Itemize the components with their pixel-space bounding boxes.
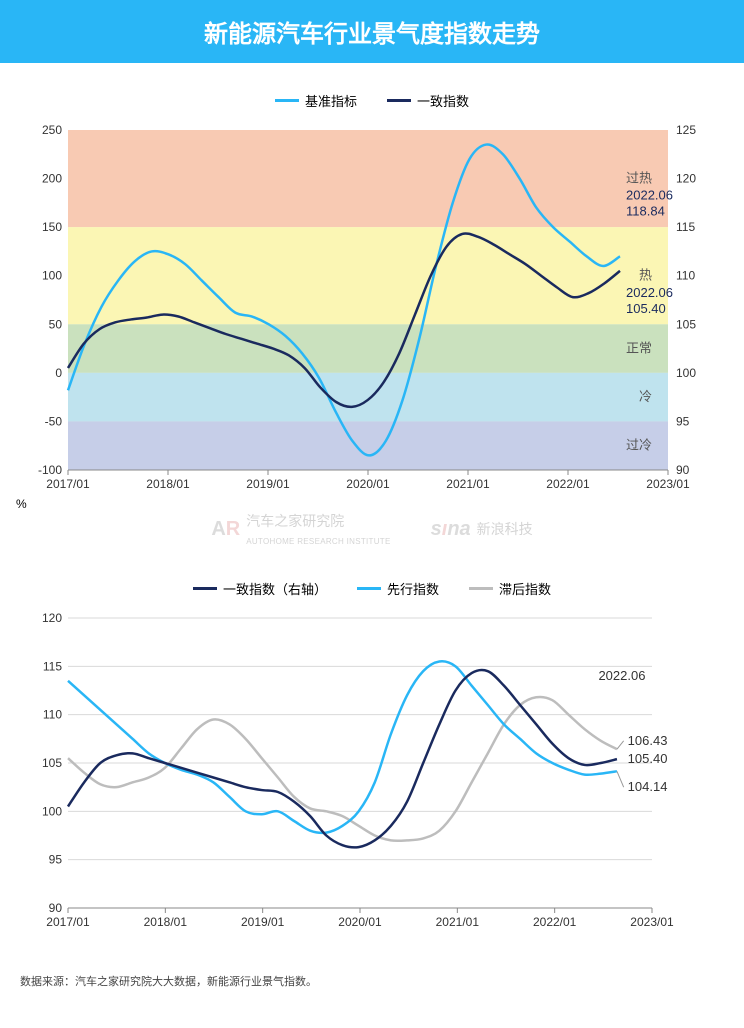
legend-swatch	[193, 587, 217, 590]
svg-text:2021/01: 2021/01	[436, 915, 480, 929]
svg-text:2019/01: 2019/01	[241, 915, 285, 929]
svg-text:正常: 正常	[626, 341, 652, 356]
legend-item: 滞后指数	[469, 579, 551, 598]
svg-text:110: 110	[43, 708, 62, 722]
svg-text:120: 120	[676, 172, 696, 186]
chart1-svg: 过热热正常冷过冷 -100 -50 0 50 100 150 200 250 90 95 100 105…	[20, 120, 724, 500]
svg-text:2022/01: 2022/01	[533, 915, 577, 929]
chart1-container: 基准指标 一致指数 过热热正常冷过冷 -100 -50 0 50 100 150 200 250 9…	[0, 63, 744, 505]
chart2-container: 一致指数（右轴） 先行指数 滞后指数 90 95 100 105 110 115 120 2017…	[0, 551, 744, 943]
svg-text:115: 115	[676, 220, 695, 234]
legend-swatch	[387, 99, 411, 102]
svg-text:100: 100	[42, 804, 62, 818]
svg-text:150: 150	[42, 220, 62, 234]
watermark1-text: 汽车之家研究院	[246, 513, 344, 529]
watermark-row: AR 汽车之家研究院 AUTOHOME RESEARCH INSTITUTE sı…	[0, 505, 744, 551]
source-note: 数据来源：汽车之家研究院大大数据，新能源行业景气指数。	[0, 943, 744, 1003]
svg-text:过热: 过热	[626, 171, 652, 186]
svg-text:2020/01: 2020/01	[346, 477, 390, 491]
svg-text:2019/01: 2019/01	[246, 477, 290, 491]
svg-text:120: 120	[42, 611, 62, 625]
svg-text:2020/01: 2020/01	[338, 915, 382, 929]
svg-text:2018/01: 2018/01	[144, 915, 188, 929]
svg-text:2018/01: 2018/01	[146, 477, 190, 491]
svg-text:0: 0	[55, 366, 62, 380]
svg-text:90: 90	[49, 901, 63, 915]
svg-text:125: 125	[676, 123, 696, 137]
legend-item: 一致指数	[387, 91, 469, 110]
svg-text:2022/01: 2022/01	[546, 477, 590, 491]
legend-swatch	[275, 99, 299, 102]
svg-text:2022.06: 2022.06	[626, 188, 673, 203]
watermark-sina: sına 新浪科技	[431, 518, 533, 541]
svg-text:冷: 冷	[639, 389, 652, 404]
legend-swatch	[357, 587, 381, 590]
svg-text:250: 250	[42, 123, 62, 137]
legend-label: 先行指数	[387, 579, 439, 598]
svg-text:115: 115	[43, 659, 62, 673]
chart2-legend: 一致指数（右轴） 先行指数 滞后指数	[20, 561, 724, 608]
page-title: 新能源汽车行业景气度指数走势	[0, 0, 744, 63]
legend-label: 滞后指数	[499, 579, 551, 598]
svg-text:95: 95	[676, 414, 690, 428]
watermark2-text: 新浪科技	[477, 519, 533, 539]
watermark-autohome: AR 汽车之家研究院 AUTOHOME RESEARCH INSTITUTE	[211, 511, 390, 547]
svg-text:热: 热	[639, 268, 652, 283]
svg-text:过冷: 过冷	[626, 438, 652, 453]
svg-text:105.40: 105.40	[628, 751, 668, 766]
chart2-svg: 90 95 100 105 110 115 120 2017/01 2018/01 2019/01…	[20, 608, 724, 938]
svg-text:2023/01: 2023/01	[630, 915, 674, 929]
legend-item: 先行指数	[357, 579, 439, 598]
watermark1-sub: AUTOHOME RESEARCH INSTITUTE	[246, 537, 390, 546]
svg-text:2022.06: 2022.06	[598, 668, 645, 683]
sina-logo-icon: sına	[431, 518, 471, 541]
svg-text:105: 105	[42, 756, 62, 770]
svg-text:2021/01: 2021/01	[446, 477, 490, 491]
legend-label: 基准指标	[305, 91, 357, 110]
svg-text:2023/01: 2023/01	[646, 477, 690, 491]
svg-text:110: 110	[676, 269, 695, 283]
svg-text:90: 90	[676, 463, 690, 477]
legend-label: 一致指数	[417, 91, 469, 110]
autohome-logo-icon: AR	[211, 518, 240, 541]
svg-text:95: 95	[49, 853, 63, 867]
svg-text:200: 200	[42, 172, 62, 186]
svg-text:105: 105	[676, 317, 696, 331]
svg-text:-100: -100	[38, 463, 62, 477]
svg-text:100: 100	[42, 269, 62, 283]
svg-text:2022.06: 2022.06	[626, 285, 673, 300]
svg-text:-50: -50	[45, 414, 63, 428]
legend-item: 基准指标	[275, 91, 357, 110]
legend-swatch	[469, 587, 493, 590]
svg-text:2017/01: 2017/01	[46, 477, 90, 491]
legend-label: 一致指数（右轴）	[223, 579, 327, 598]
svg-text:50: 50	[49, 317, 63, 331]
legend-item: 一致指数（右轴）	[193, 579, 327, 598]
chart1-legend: 基准指标 一致指数	[20, 73, 724, 120]
svg-text:105.40: 105.40	[626, 301, 666, 316]
svg-text:104.14: 104.14	[628, 779, 668, 794]
svg-text:118.84: 118.84	[626, 204, 665, 219]
svg-text:2017/01: 2017/01	[46, 915, 90, 929]
svg-text:106.43: 106.43	[628, 733, 668, 748]
svg-text:100: 100	[676, 366, 696, 380]
